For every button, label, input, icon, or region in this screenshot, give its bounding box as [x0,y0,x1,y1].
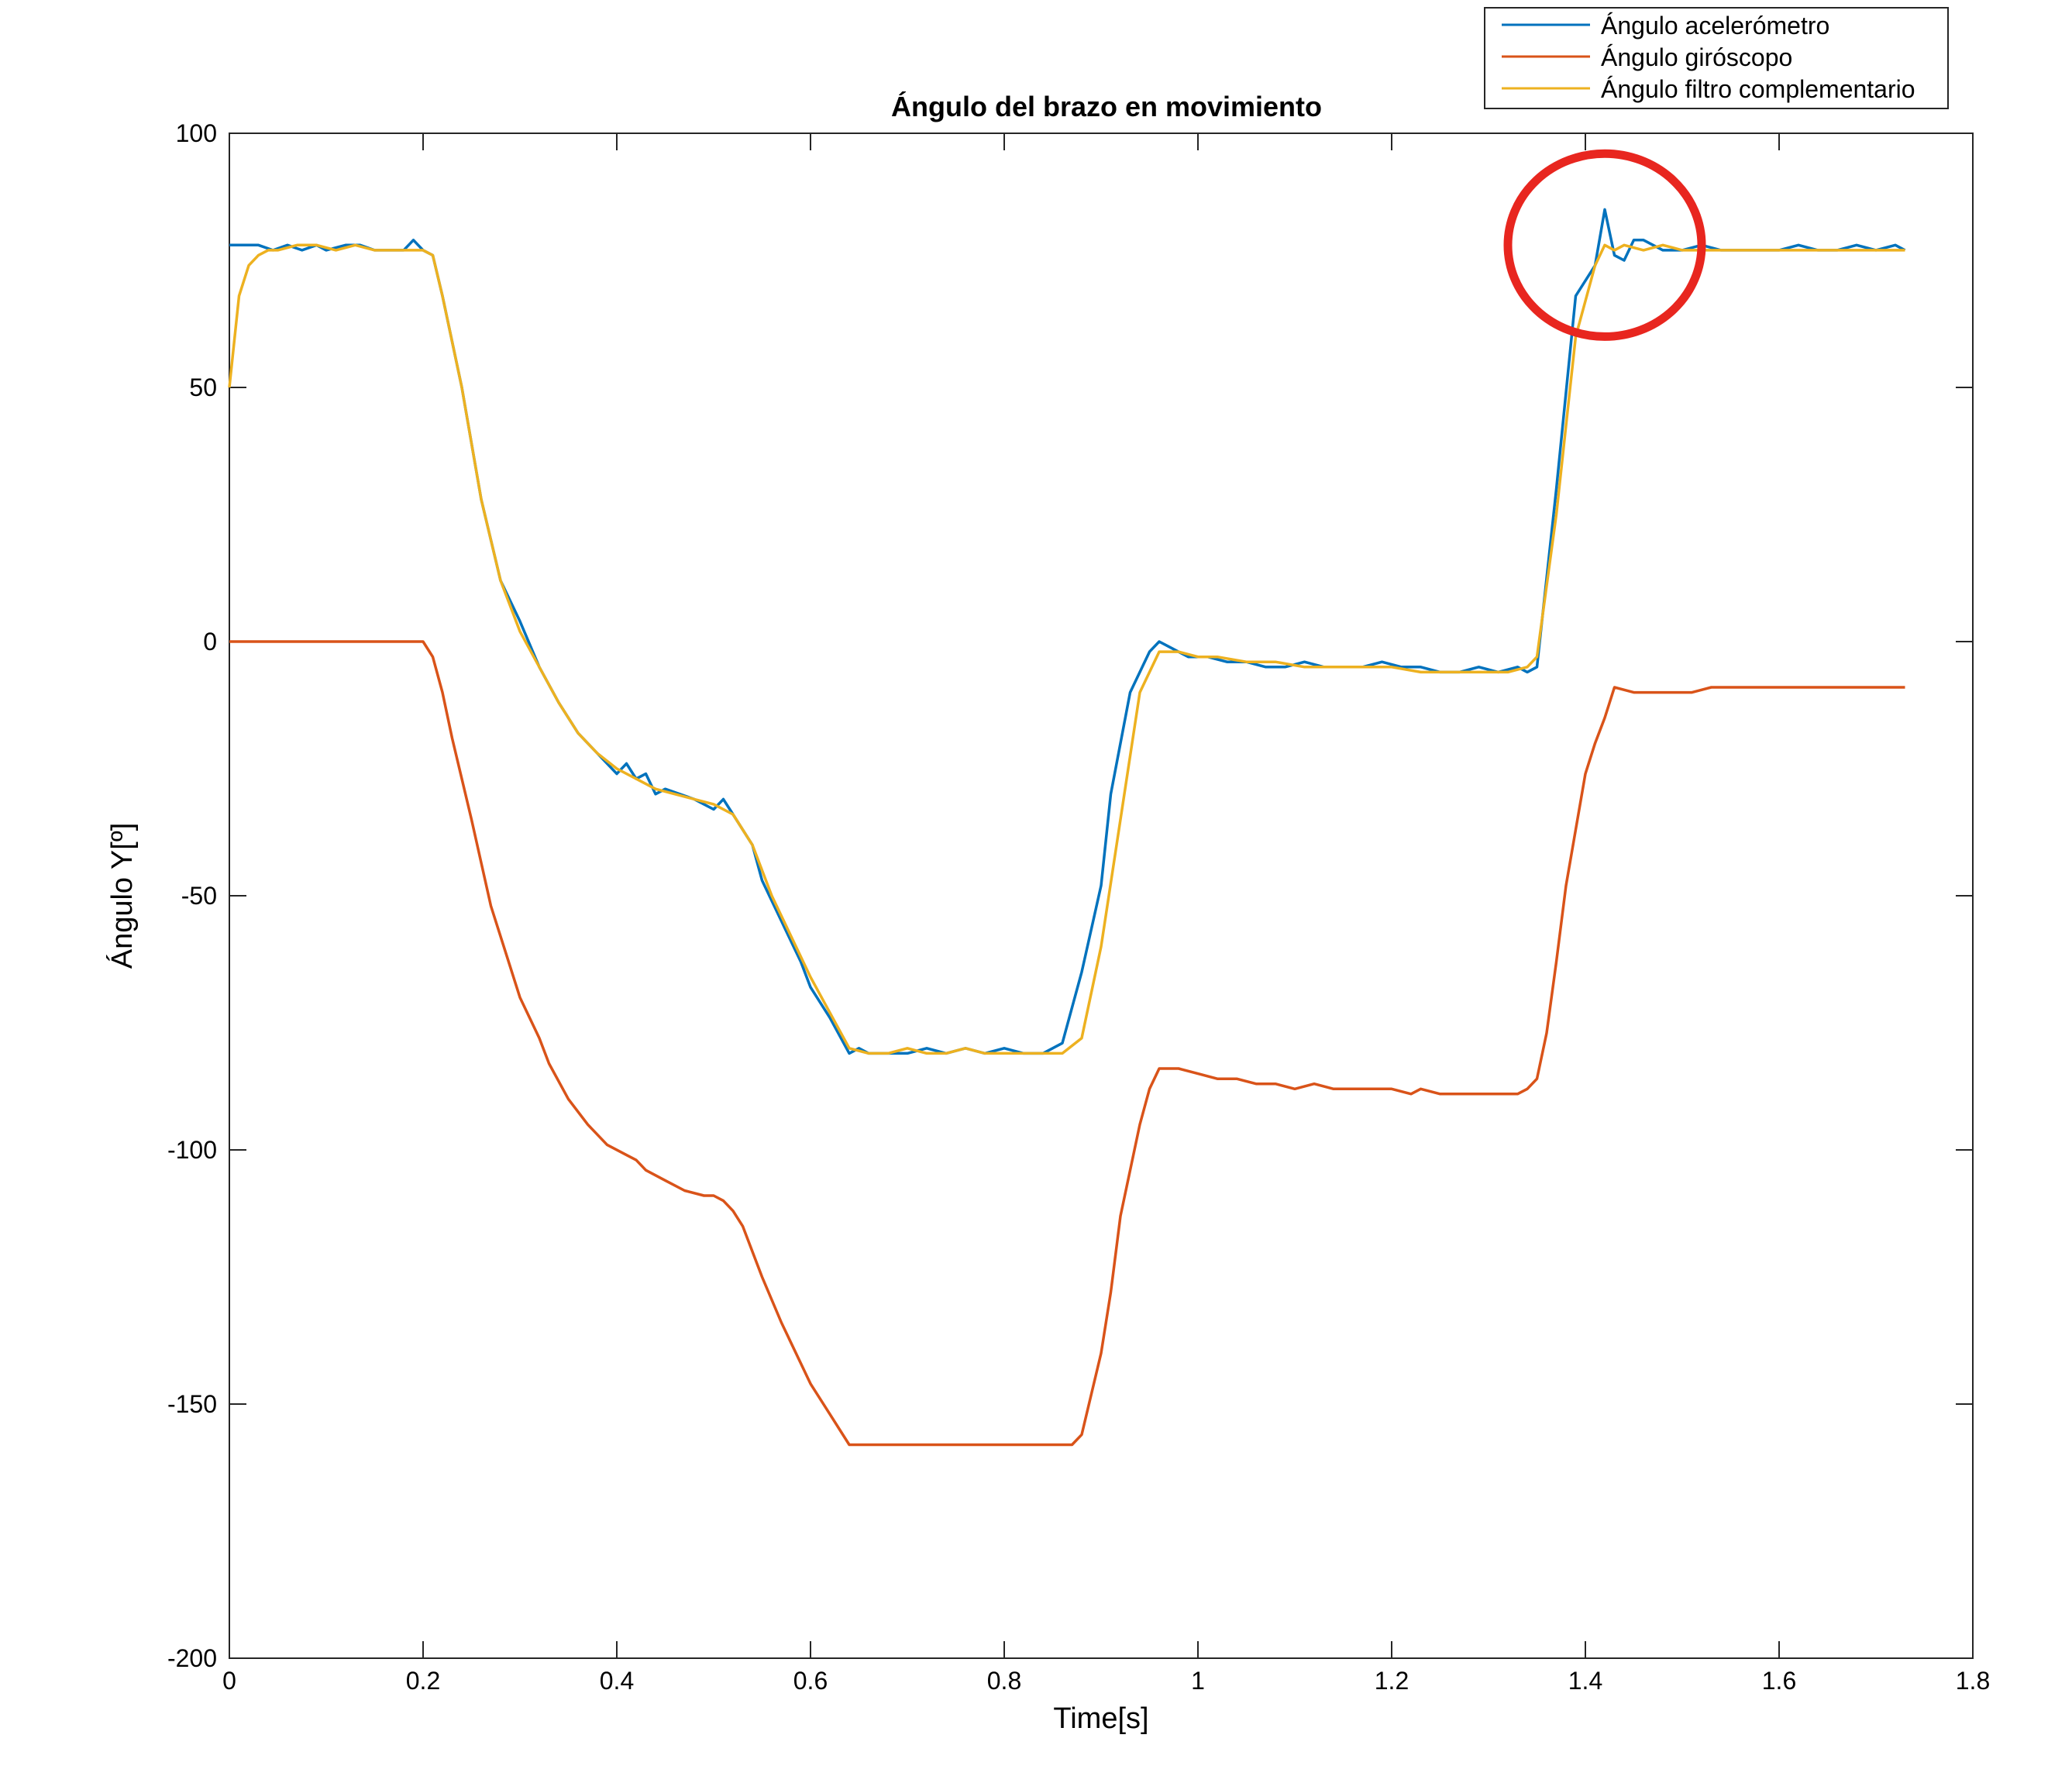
x-axis-label: Time[s] [1053,1702,1148,1735]
x-tick-label: 0.8 [987,1667,1021,1695]
y-tick-label: -50 [181,882,217,910]
chart-title: Ángulo del brazo en movimiento [891,91,1322,122]
plot-area [229,133,1974,1659]
highlight-circle-annotation [1503,149,1706,341]
series-layer [228,208,1906,1447]
axis-ticks: 0 0.2 0.4 0.6 0.8 1 1.2 1.4 1.6 1.8 100 50 0 -50 -100 -… [167,119,1990,1695]
y-tick-label: -150 [167,1390,217,1418]
legend-label-accelerometer: Ángulo acelerómetro [1601,12,1829,40]
legend-label-complementary-filter: Ángulo filtro complementario [1601,75,1915,103]
x-tick-label: 0.4 [600,1667,634,1695]
x-tick-label: 0.2 [406,1667,440,1695]
y-tick-label: 0 [203,628,217,656]
legend: Ángulo acelerómetro Ángulo giróscopo Áng… [1484,7,1949,109]
y-tick-label: 50 [189,373,217,401]
y-tick-label: -200 [167,1644,217,1672]
x-tick-label: 1.4 [1568,1667,1602,1695]
y-axis-label: Ángulo Y[º] [105,823,139,969]
x-tick-label: 1 [1191,1667,1205,1695]
x-tick-label: 0.6 [793,1667,828,1695]
series-line-gyroscope [229,640,1905,1447]
x-tick-label: 1.2 [1375,1667,1409,1695]
x-tick-label: 0 [222,1667,236,1695]
legend-label-gyroscope: Ángulo giróscopo [1601,43,1792,71]
series-line-complementary-filter [228,243,1905,1055]
x-tick-label: 1.6 [1762,1667,1796,1695]
y-tick-label: -100 [167,1136,217,1164]
x-tick-label: 1.8 [1956,1667,1990,1695]
y-tick-label: 100 [176,119,217,147]
